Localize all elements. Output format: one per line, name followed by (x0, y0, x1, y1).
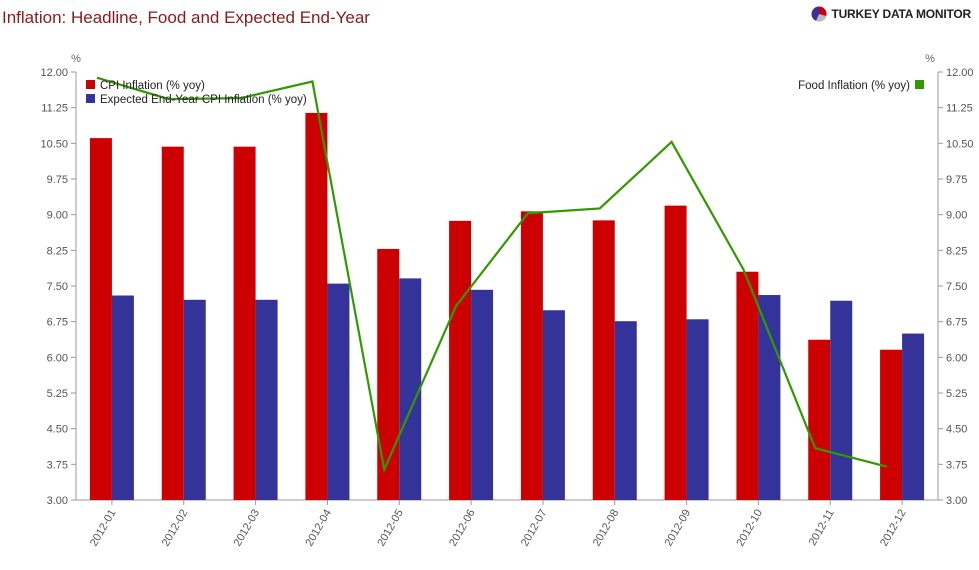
cpi-bar (736, 271, 759, 500)
cpi-bar (233, 146, 256, 500)
cpi-bar (664, 205, 687, 500)
left-tick-label: 11.25 (41, 103, 68, 115)
right-axis-unit-label: % (925, 53, 935, 65)
right-tick-label: 11.25 (946, 103, 973, 115)
legend-swatch-cpi (86, 80, 95, 89)
expected-bar (758, 295, 781, 500)
x-tick-label: 2012-07 (519, 508, 550, 549)
legend-label-cpi: CPI Inflation (% yoy) (100, 80, 205, 92)
bars-layer (89, 112, 925, 501)
cpi-bar (161, 146, 184, 500)
legend-swatch-expected (86, 94, 95, 103)
right-tick-label: 4.50 (946, 424, 967, 436)
right-tick-label: 3.00 (946, 495, 967, 507)
legend-layer: CPI Inflation (% yoy) Expected End-Year C… (86, 80, 924, 106)
left-tick-label: 7.50 (47, 281, 68, 293)
left-tick-label: 9.00 (47, 210, 68, 222)
right-tick-label: 10.50 (946, 138, 974, 150)
x-tick-label: 2012-08 (591, 508, 622, 549)
right-tick-label: 6.00 (946, 352, 967, 364)
x-tick-label: 2012-12 (878, 508, 909, 549)
right-tick-label: 9.75 (946, 174, 967, 186)
legend-label-expected: Expected End-Year CPI Inflation (% yoy) (100, 94, 307, 106)
x-tick-label: 2012-05 (375, 508, 406, 549)
expected-bar (111, 295, 134, 500)
x-tick-label: 2012-09 (663, 508, 694, 549)
x-tick-label: 2012-02 (160, 508, 191, 549)
right-tick-label: 5.25 (946, 388, 967, 400)
left-axis-unit-label: % (71, 53, 81, 65)
expected-bar (327, 283, 350, 500)
cpi-bar (592, 220, 615, 500)
cpi-bar (449, 220, 472, 501)
left-tick-label: 6.00 (47, 352, 68, 364)
expected-bar (255, 299, 278, 500)
cpi-bar (305, 112, 328, 501)
right-tick-label: 12.00 (946, 67, 974, 79)
food-inflation-line (96, 76, 888, 474)
x-tick-label: 2012-04 (303, 508, 334, 549)
cpi-bar (880, 349, 903, 500)
right-tick-label: 7.50 (946, 281, 967, 293)
expected-bar (399, 278, 422, 500)
legend-label-food: Food Inflation (% yoy) (798, 80, 910, 92)
expected-bar (542, 310, 565, 500)
cpi-bar (808, 339, 831, 500)
line-layer (96, 76, 888, 474)
expected-bar (471, 289, 494, 500)
brand-name: TURKEY DATA MONITOR (831, 7, 971, 21)
right-tick-label: 3.75 (946, 459, 967, 471)
x-tick-label: 2012-06 (447, 508, 478, 549)
left-tick-label: 5.25 (47, 388, 68, 400)
left-tick-label: 3.00 (47, 495, 68, 507)
expected-bar (614, 321, 637, 500)
cpi-bar (89, 138, 112, 500)
x-tick-label: 2012-03 (232, 508, 263, 549)
left-tick-label: 8.25 (47, 245, 68, 257)
pie-logo-icon (811, 6, 827, 22)
left-tick-label: 6.75 (47, 317, 68, 329)
right-tick-label: 9.00 (946, 210, 967, 222)
expected-bar (902, 333, 925, 500)
x-tick-label: 2012-01 (88, 508, 119, 549)
legend-swatch-food (915, 80, 924, 89)
expected-bar (686, 319, 709, 500)
expected-bar (183, 299, 206, 500)
brand-logo[interactable]: TURKEY DATA MONITOR (811, 6, 971, 22)
right-tick-label: 6.75 (946, 317, 967, 329)
expected-bar (830, 300, 853, 500)
x-tick-label: 2012-11 (807, 508, 837, 548)
chart-title: Inflation: Headline, Food and Expected E… (2, 8, 370, 27)
left-tick-label: 10.50 (40, 138, 68, 150)
cpi-bar (520, 211, 543, 501)
left-tick-label: 4.50 (47, 424, 68, 436)
axes-layer (71, 71, 943, 505)
left-tick-label: 12.00 (40, 67, 68, 79)
left-tick-label: 9.75 (47, 174, 68, 186)
cpi-bar (377, 248, 400, 500)
x-tick-label: 2012-10 (734, 508, 765, 549)
right-tick-label: 8.25 (946, 245, 967, 257)
left-tick-label: 3.75 (47, 459, 68, 471)
